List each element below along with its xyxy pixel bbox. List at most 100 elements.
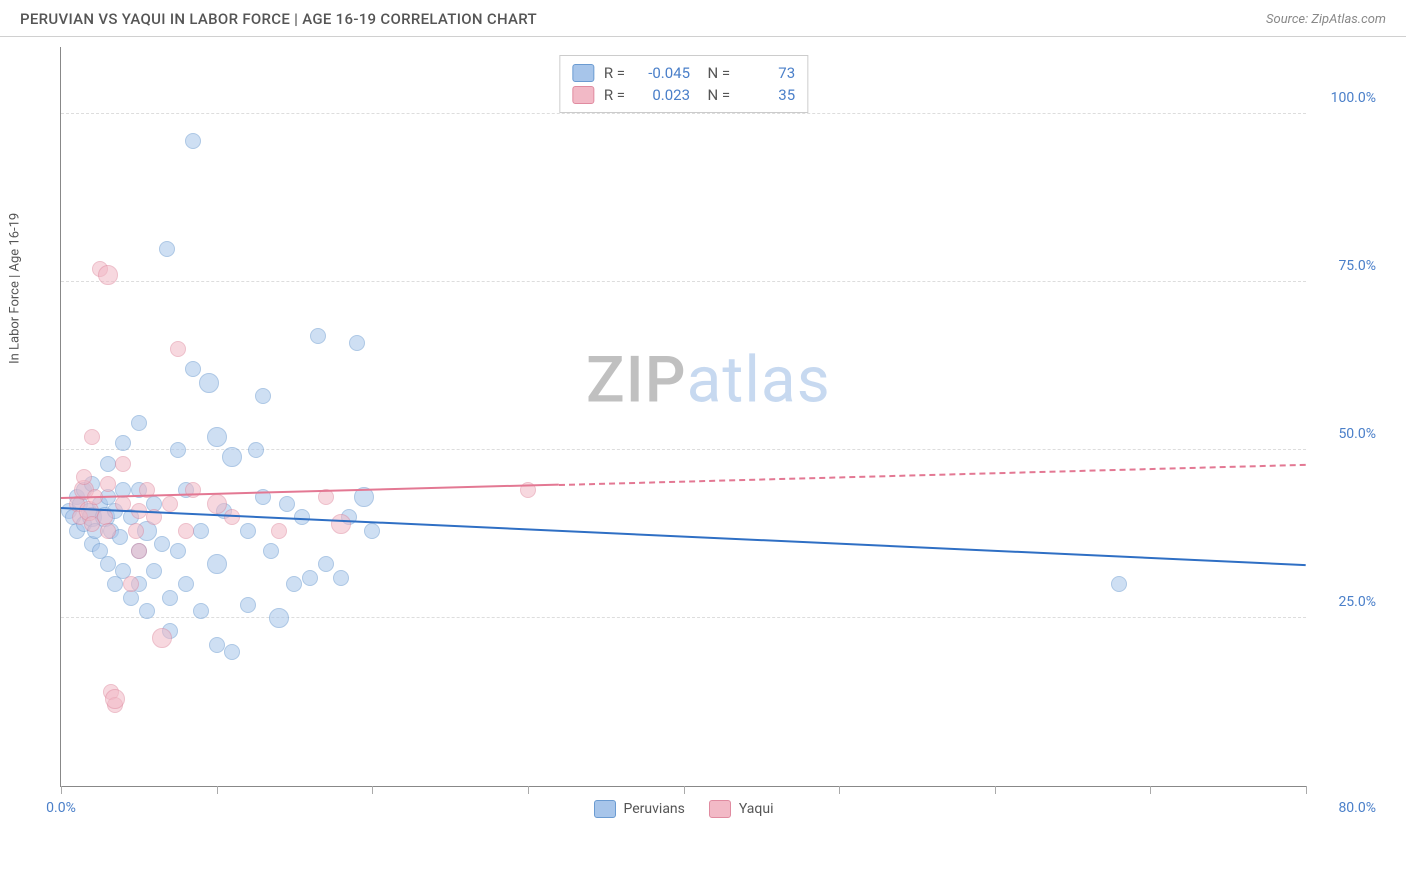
scatter-point (1111, 576, 1127, 592)
scatter-point (331, 514, 351, 534)
scatter-point (364, 523, 380, 539)
scatter-point (170, 442, 186, 458)
y-tick-label: 75.0% (1338, 258, 1376, 274)
scatter-point (279, 496, 295, 512)
scatter-point (193, 523, 209, 539)
correlation-legend: R = -0.045 N = 73 R = 0.023 N = 35 (559, 55, 808, 113)
gridline (61, 617, 1306, 618)
scatter-point (207, 494, 227, 514)
scatter-point (269, 608, 289, 628)
scatter-point (170, 341, 186, 357)
scatter-point (224, 644, 240, 660)
x-tick (1306, 786, 1307, 794)
n-value-peruvians: 73 (740, 64, 795, 82)
scatter-point (123, 576, 139, 592)
y-tick-label: 100.0% (1331, 90, 1376, 106)
scatter-point (162, 590, 178, 606)
scatter-point (100, 456, 116, 472)
y-axis-label: In Labor Force | Age 16-19 (8, 213, 23, 364)
legend-row-yaqui: R = 0.023 N = 35 (572, 84, 795, 106)
legend-swatch-icon (709, 800, 731, 818)
legend-swatch-yaqui (572, 86, 594, 104)
y-tick-label: 25.0% (1338, 594, 1376, 610)
scatter-point (115, 435, 131, 451)
scatter-point (115, 456, 131, 472)
scatter-point (100, 556, 116, 572)
legend-item-peruvians: Peruvians (594, 800, 685, 818)
x-tick (528, 786, 529, 794)
watermark-zip: ZIP (586, 342, 687, 417)
scatter-point (128, 523, 144, 539)
scatter-point (209, 637, 225, 653)
scatter-point (271, 523, 287, 539)
x-tick (61, 786, 62, 794)
scatter-point (222, 447, 242, 467)
scatter-point (240, 523, 256, 539)
legend-row-peruvians: R = -0.045 N = 73 (572, 62, 795, 84)
y-tick-label: 50.0% (1338, 426, 1376, 442)
scatter-point (178, 523, 194, 539)
legend-label-yaqui: Yaqui (739, 801, 774, 817)
x-tick-label: 80.0% (1338, 800, 1376, 816)
scatter-point (349, 335, 365, 351)
scatter-point (240, 597, 256, 613)
n-value-yaqui: 35 (740, 86, 795, 104)
scatter-point (185, 361, 201, 377)
scatter-point (152, 628, 172, 648)
x-tick (372, 786, 373, 794)
scatter-point (98, 265, 118, 285)
scatter-point (318, 556, 334, 572)
scatter-point (199, 373, 219, 393)
chart-title: PERUVIAN VS YAQUI IN LABOR FORCE | AGE 1… (20, 10, 537, 28)
scatter-point (224, 509, 240, 525)
scatter-point (170, 543, 186, 559)
scatter-point (263, 543, 279, 559)
chart-source: Source: ZipAtlas.com (1266, 12, 1386, 27)
r-value-yaqui: 0.023 (635, 86, 690, 104)
scatter-point (185, 482, 201, 498)
scatter-point (248, 442, 264, 458)
watermark-atlas: atlas (687, 342, 831, 417)
scatter-point (255, 388, 271, 404)
gridline (61, 113, 1306, 114)
scatter-point (162, 496, 178, 512)
scatter-point (131, 415, 147, 431)
scatter-point (159, 241, 175, 257)
scatter-point (105, 689, 125, 709)
scatter-point (178, 576, 194, 592)
scatter-point (185, 133, 201, 149)
scatter-point (286, 576, 302, 592)
gridline (61, 281, 1306, 282)
x-tick (684, 786, 685, 794)
r-value-peruvians: -0.045 (635, 64, 690, 82)
x-tick (995, 786, 996, 794)
scatter-point (193, 603, 209, 619)
scatter-point (139, 603, 155, 619)
scatter-point (84, 429, 100, 445)
chart-container: In Labor Force | Age 16-19 ZIPatlas R = … (60, 37, 1386, 827)
regression-line (559, 464, 1306, 486)
scatter-point (302, 570, 318, 586)
x-tick-label: 0.0% (46, 800, 76, 816)
legend-label-peruvians: Peruvians (624, 801, 685, 817)
scatter-point (207, 427, 227, 447)
plot-area: ZIPatlas R = -0.045 N = 73 R = 0.023 N =… (60, 47, 1306, 787)
legend-swatch-peruvians (572, 64, 594, 82)
x-tick (1150, 786, 1151, 794)
legend-item-yaqui: Yaqui (709, 800, 774, 818)
scatter-point (76, 469, 92, 485)
x-tick (217, 786, 218, 794)
scatter-point (146, 563, 162, 579)
watermark: ZIPatlas (586, 342, 831, 417)
scatter-point (333, 570, 349, 586)
chart-header: PERUVIAN VS YAQUI IN LABOR FORCE | AGE 1… (0, 0, 1406, 37)
scatter-point (310, 328, 326, 344)
series-legend: Peruvians Yaqui (594, 800, 774, 818)
scatter-point (154, 536, 170, 552)
legend-swatch-icon (594, 800, 616, 818)
scatter-point (131, 543, 147, 559)
scatter-point (100, 476, 116, 492)
scatter-point (207, 554, 227, 574)
scatter-point (100, 523, 116, 539)
x-tick (839, 786, 840, 794)
